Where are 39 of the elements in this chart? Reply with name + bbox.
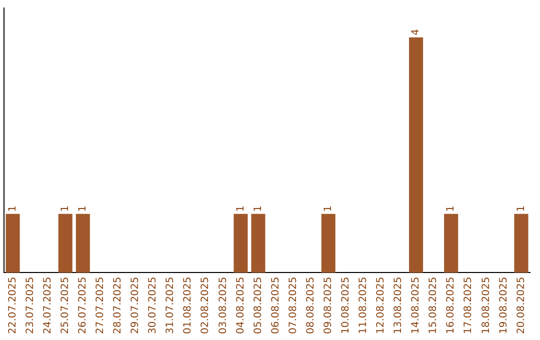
data-label: 1 <box>446 206 457 212</box>
x-tick-label: 16.08.2025 <box>446 276 457 334</box>
data-label: 1 <box>60 206 71 212</box>
x-tick-label: 27.07.2025 <box>95 276 106 334</box>
x-tick-label: 10.08.2025 <box>340 276 352 334</box>
x-tick-label: 20.08.2025 <box>516 276 527 334</box>
x-tick-label: 23.07.2025 <box>24 276 36 334</box>
x-tick-label: 01.08.2025 <box>182 276 194 334</box>
x-tick-label: 24.07.2025 <box>42 276 54 334</box>
x-tick-label: 11.08.2025 <box>358 276 370 334</box>
data-label: 4 <box>410 29 422 36</box>
x-tick-label: 05.08.2025 <box>252 276 264 334</box>
x-tick-label: 08.08.2025 <box>305 276 316 334</box>
x-tick-label: 04.08.2025 <box>235 276 246 334</box>
data-label: 1 <box>7 206 18 212</box>
x-tick-label: 12.08.2025 <box>376 276 387 334</box>
x-tick-label: 03.08.2025 <box>218 276 229 334</box>
data-label: 1 <box>516 206 527 212</box>
data-label: 1 <box>322 206 334 212</box>
x-tick-label: 25.07.2025 <box>60 276 71 334</box>
x-tick-label: 14.08.2025 <box>410 276 422 334</box>
x-tick-label: 29.07.2025 <box>130 276 142 334</box>
x-tick-label: 02.08.2025 <box>200 276 212 334</box>
x-tick-label: 07.08.2025 <box>288 276 299 334</box>
x-tick-label: 22.07.2025 <box>7 276 18 334</box>
x-tick-label: 26.07.2025 <box>77 276 88 334</box>
x-tick-label: 15.08.2025 <box>428 276 440 334</box>
data-label: 1 <box>77 206 88 212</box>
x-tick-label: 17.08.2025 <box>463 276 474 334</box>
x-tick-label: 09.08.2025 <box>322 276 334 334</box>
x-tick-label: 06.08.2025 <box>270 276 282 334</box>
x-tick-label: 30.07.2025 <box>148 276 159 334</box>
data-label: 1 <box>235 206 246 212</box>
x-tick-label: 13.08.2025 <box>393 276 404 334</box>
data-label: 1 <box>252 206 264 212</box>
x-tick-label: 19.08.2025 <box>498 276 510 334</box>
x-tick-label: 31.07.2025 <box>165 276 176 334</box>
x-tick-label: 18.08.2025 <box>480 276 492 334</box>
x-tick-label: 28.07.2025 <box>112 276 124 334</box>
